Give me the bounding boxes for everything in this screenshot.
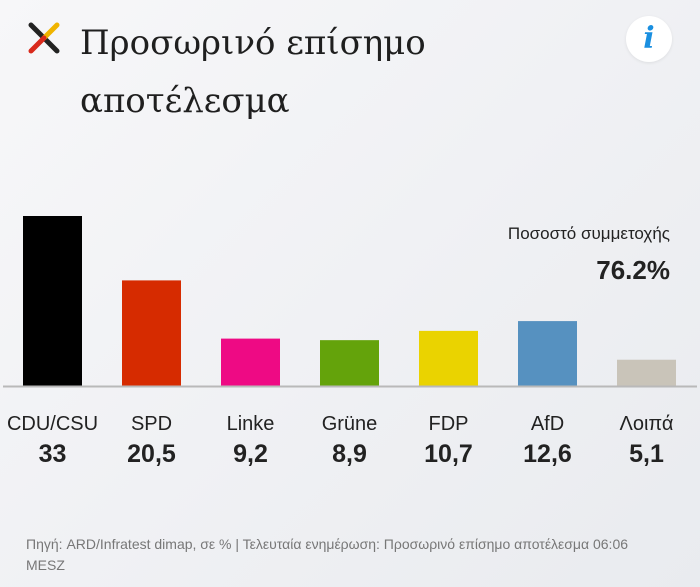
bar-cdu-csu [23, 216, 82, 386]
bar-spd [122, 280, 181, 386]
bar-afd [518, 321, 577, 386]
value-label: 10,7 [424, 440, 473, 468]
category-label: Grüne [322, 413, 378, 435]
bar-gr-ne [320, 340, 379, 386]
value-label: 33 [39, 440, 67, 468]
bar-- [617, 359, 676, 386]
info-button[interactable]: i [626, 16, 672, 62]
value-label: 9,2 [233, 440, 268, 468]
value-label: 20,5 [127, 440, 176, 468]
value-label: 8,9 [332, 440, 367, 468]
category-label: Λοιπά [619, 413, 673, 435]
logo-icon [28, 22, 60, 54]
category-label: FDP [429, 413, 469, 435]
turnout-label: Ποσοστό συμμετοχής [507, 224, 670, 243]
bar-linke [221, 338, 280, 386]
category-label: AfD [531, 413, 564, 435]
value-label: 12,6 [523, 440, 572, 468]
info-icon: i [643, 21, 655, 56]
value-label: 5,1 [629, 440, 664, 468]
category-label: CDU/CSU [7, 413, 98, 435]
category-label: SPD [131, 413, 172, 435]
bar-fdp [419, 330, 478, 386]
page-title: Προσωρινό επίσημο αποτέλεσμα [80, 23, 426, 121]
category-label: Linke [227, 413, 275, 435]
results-bar-chart: CDU/CSU 33 SPD 20,5 Linke 9,2 Grüne 8,9 FDP 10,7 A… [3, 216, 697, 468]
turnout-value: 76.2% [596, 255, 670, 285]
source-note: Πηγή: ARD/Infratest dimap, σε % | Τελευτ… [26, 536, 629, 573]
